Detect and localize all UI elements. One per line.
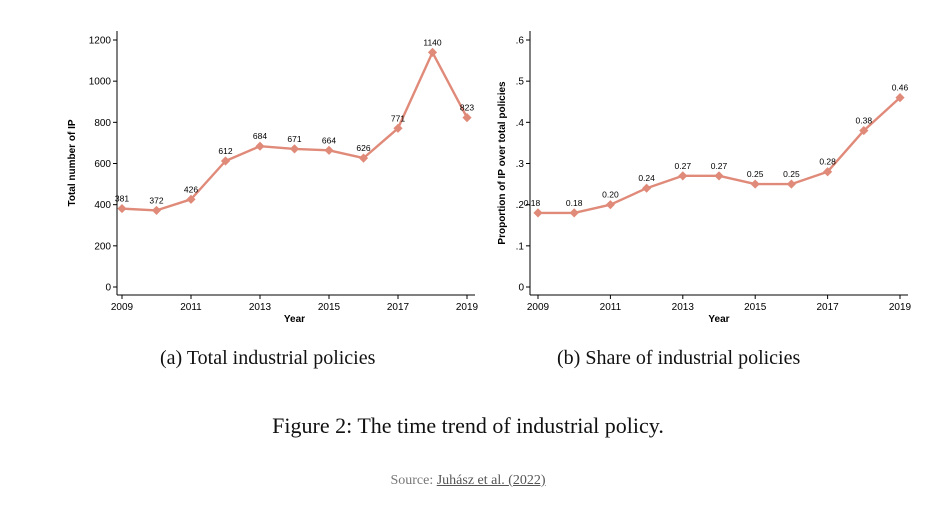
x-axis-title: Year xyxy=(284,314,305,325)
data-label-2010: 372 xyxy=(149,195,163,205)
data-point-2009 xyxy=(533,208,543,218)
y-tick-label: 0 xyxy=(105,283,111,294)
x-tick-label: 2011 xyxy=(600,302,622,313)
y-tick-label: 1000 xyxy=(89,77,112,88)
data-point-2019 xyxy=(462,112,472,123)
data-label-2017: 771 xyxy=(391,113,405,123)
data-label-2017: 0.28 xyxy=(819,157,836,167)
x-tick-label: 2011 xyxy=(180,302,202,313)
data-label-2013: 0.27 xyxy=(675,161,692,171)
data-point-2015 xyxy=(324,145,334,155)
x-tick-label: 2013 xyxy=(249,302,272,313)
data-label-2012: 0.24 xyxy=(638,173,655,183)
y-tick-label: 600 xyxy=(94,159,111,170)
y-tick-label: .4 xyxy=(516,118,525,129)
data-point-2014 xyxy=(289,144,300,154)
data-label-2013: 684 xyxy=(253,131,267,141)
x-tick-label: 2019 xyxy=(889,302,912,313)
y-axis-title: Total number of IP xyxy=(67,119,78,206)
data-point-2018 xyxy=(859,125,869,136)
x-tick-label: 2019 xyxy=(456,302,479,313)
data-point-2013 xyxy=(678,171,688,181)
x-tick-label: 2013 xyxy=(672,302,695,313)
x-tick-label: 2015 xyxy=(744,302,767,313)
data-point-2017 xyxy=(393,123,403,133)
x-tick-label: 2009 xyxy=(527,302,550,313)
data-point-2012 xyxy=(642,183,652,193)
data-label-2014: 0.27 xyxy=(711,161,728,171)
source-link[interactable]: Juhász et al. (2022) xyxy=(436,473,546,488)
data-label-2019: 823 xyxy=(460,103,474,113)
source-line: Source: Juhász et al. (2022) xyxy=(0,473,936,489)
data-label-2012: 612 xyxy=(218,146,232,156)
figure-caption: Figure 2: The time trend of industrial p… xyxy=(272,413,664,438)
y-tick-label: .5 xyxy=(516,77,525,88)
x-tick-label: 2015 xyxy=(318,302,341,313)
data-label-2011: 426 xyxy=(184,184,198,194)
data-label-2016: 0.25 xyxy=(783,169,800,179)
data-label-2016: 626 xyxy=(356,143,370,153)
y-tick-label: .3 xyxy=(516,159,525,170)
data-label-2010: 0.18 xyxy=(566,198,583,208)
y-axis-title: Proportion of IP over total policies xyxy=(497,81,508,245)
chart-share-industrial-policies: 0 .1 .2 .3 .4 .5 .6 2009 2011 2013 2015 2017 2019 Yea… xyxy=(497,31,912,325)
y-tick-label: .1 xyxy=(516,241,525,252)
data-label-2018: 0.38 xyxy=(856,116,873,126)
data-point-2011 xyxy=(605,200,615,210)
x-tick-label: 2017 xyxy=(816,302,839,313)
x-axis-title: Year xyxy=(708,314,729,325)
data-label-2018: 1140 xyxy=(423,37,442,47)
data-label-2019: 0.46 xyxy=(892,83,909,93)
y-tick-label: .6 xyxy=(516,36,525,47)
data-point-2017 xyxy=(823,167,833,177)
data-point-2009 xyxy=(117,203,127,214)
x-tick-label: 2009 xyxy=(111,302,134,313)
data-point-2010 xyxy=(151,205,162,216)
y-tick-label: 200 xyxy=(94,241,111,252)
data-point-2014 xyxy=(714,171,724,181)
subcaption-b: (b) Share of industrial policies xyxy=(557,347,801,369)
y-tick-label: 800 xyxy=(94,118,111,129)
series-line xyxy=(538,96,901,215)
chart-total-industrial-policies: 0 200 400 600 800 1000 1200 2009 2011 2013 2015 201… xyxy=(67,31,479,325)
data-point-2016 xyxy=(358,153,369,163)
data-label-2015: 0.25 xyxy=(747,169,764,179)
y-tick-label: 0 xyxy=(518,283,524,294)
y-tick-label: 1200 xyxy=(89,36,112,47)
data-point-2013 xyxy=(255,141,265,151)
data-point-2018 xyxy=(427,47,438,57)
source-prefix: Source: xyxy=(390,473,437,488)
data-point-2012 xyxy=(220,156,231,166)
data-point-2010 xyxy=(569,208,579,218)
data-label-2014: 671 xyxy=(287,134,301,144)
data-point-2019 xyxy=(895,93,905,103)
y-tick-label: .2 xyxy=(516,200,525,211)
y-tick-label: 400 xyxy=(94,200,111,211)
data-label-2009: 0.18 xyxy=(524,198,541,208)
data-label-2015: 664 xyxy=(322,135,336,145)
data-point-2016 xyxy=(786,179,796,189)
data-label-2009: 381 xyxy=(115,194,129,204)
x-tick-label: 2017 xyxy=(387,302,410,313)
data-point-2011 xyxy=(186,194,196,204)
data-point-2015 xyxy=(750,179,760,189)
data-label-2011: 0.20 xyxy=(602,190,619,200)
subcaption-a: (a) Total industrial policies xyxy=(160,347,376,369)
